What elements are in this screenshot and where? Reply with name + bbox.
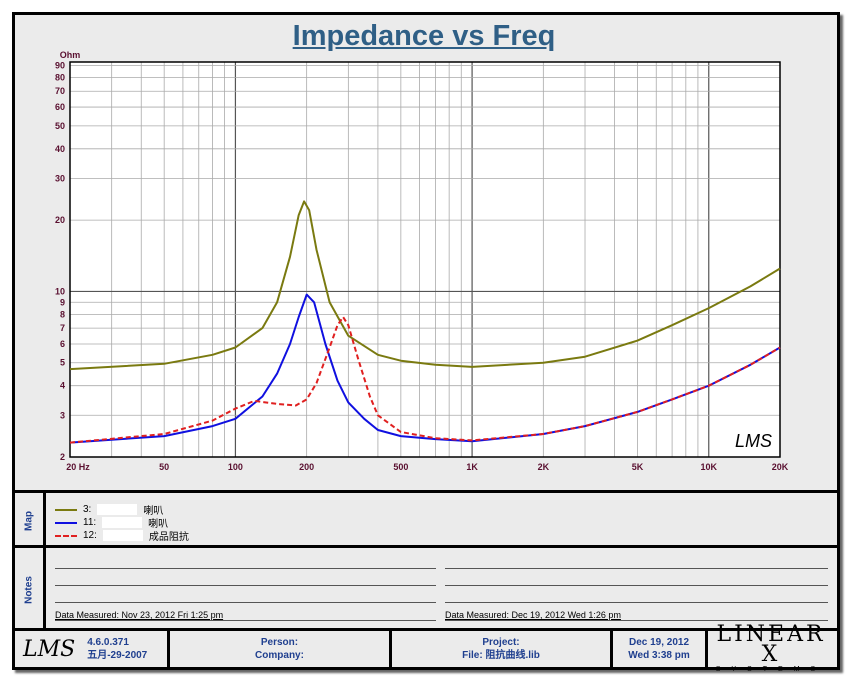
linearx-logo: LINEAR X SYSTEMS: [708, 623, 834, 673]
company: Company:: [255, 650, 304, 661]
y-tick-label: 60: [55, 102, 65, 112]
map-side-label: Map: [15, 493, 46, 548]
lms-logo: LMS: [23, 636, 76, 662]
redacted-block: [102, 517, 143, 528]
footer: LMS 4.6.0.371 五月-29-2007 Person: Company: …: [15, 623, 837, 673]
x-tick-label: 1K: [466, 462, 478, 472]
notes-section: Notes Data Measured: Nov 23, 2012 Fri 1:…: [15, 545, 837, 631]
y-tick-label: 50: [55, 121, 65, 131]
legend-swatch: [55, 534, 77, 537]
legend-label: 11:: [83, 517, 97, 528]
date: Dec 19, 2012: [628, 637, 690, 648]
footer-date-cell: Dec 19, 2012 Wed 3:38 pm: [613, 631, 708, 667]
y-tick-label: 5: [60, 358, 65, 368]
legend-item: 3: 喇叭: [55, 502, 163, 517]
y-axis-label: Ohm: [60, 50, 81, 60]
lms-watermark: LMS: [735, 431, 772, 451]
legend-label: 12:: [83, 530, 97, 541]
redacted-block: [102, 530, 143, 541]
legend-suffix: 成品阻抗: [148, 532, 189, 543]
y-tick-label: 4: [60, 381, 65, 391]
time: Wed 3:38 pm: [628, 650, 690, 661]
plot-border: [69, 61, 781, 458]
plot-area: [70, 62, 780, 457]
person: Person:: [260, 637, 299, 648]
project: Project:: [482, 637, 520, 648]
y-tick-label: 9: [60, 297, 65, 307]
redacted-block: [97, 504, 138, 515]
brand: LINEAR X: [716, 621, 826, 667]
notes-side-label: Notes: [15, 548, 46, 631]
y-tick-label: 7: [60, 323, 65, 333]
footer-person-cell: Person: Company:: [170, 631, 392, 667]
y-tick-label: 8: [60, 309, 65, 319]
version: 4.6.0.371: [87, 637, 129, 648]
map-label: Map: [23, 510, 35, 531]
impedance-chart: 2 3 4 5 6 7 8 910 20 30 40 50 60 70 80 90 20 Hz 50 100 200 5…: [55, 50, 789, 472]
x-tick-label: 100: [228, 462, 243, 472]
y-tick-label: 80: [55, 72, 65, 82]
series-line-0: [69, 200, 781, 371]
y-tick-label: 2: [60, 452, 65, 462]
x-tick-label: 50: [159, 462, 169, 472]
x-tick-label: 20K: [772, 462, 789, 472]
file: File: 阻抗曲线.lib: [462, 650, 540, 661]
legend-item: 11: 喇叭: [55, 515, 168, 530]
y-tick-label: 3: [60, 410, 65, 420]
build-date: 五月-29-2007: [87, 650, 148, 661]
y-tick-label: 20: [55, 215, 65, 225]
map-section: Map 3: 喇叭 11: 喇叭 12: 成品阻抗: [15, 490, 837, 548]
legend-item: 12: 成品阻抗: [55, 528, 189, 543]
legend-swatch: [55, 521, 77, 524]
y-tick-label: 90: [55, 60, 65, 70]
footer-version-cell: LMS 4.6.0.371 五月-29-2007: [15, 631, 170, 667]
x-tick-label: 10K: [700, 462, 717, 472]
x-tick-label: 200: [299, 462, 314, 472]
chart-title: Impedance vs Freq: [292, 20, 556, 52]
y-tick-label: 40: [55, 144, 65, 154]
legend-suffix: 喇叭: [143, 506, 164, 517]
y-tick-label: 70: [55, 86, 65, 96]
series-line-2: [69, 316, 781, 444]
notes-label: Notes: [23, 575, 35, 604]
brand-sub: SYSTEMS: [715, 665, 827, 673]
x-tick-label: 20 Hz: [66, 462, 90, 472]
x-tick-label: 2K: [538, 462, 550, 472]
footer-project-cell: Project: File: 阻抗曲线.lib: [392, 631, 613, 667]
y-tick-label: 10: [55, 286, 65, 296]
legend-swatch: [55, 508, 77, 511]
left-data-measured: Data Measured: Nov 23, 2012 Fri 1:25 pm: [55, 610, 224, 620]
legend-label: 3:: [83, 504, 92, 515]
x-tick-label: 500: [393, 462, 408, 472]
x-tick-label: 5K: [632, 462, 644, 472]
y-tick-label: 30: [55, 173, 65, 183]
right-data-measured: Data Measured: Dec 19, 2012 Wed 1:26 pm: [445, 610, 621, 620]
y-tick-label: 6: [60, 339, 65, 349]
legend-suffix: 喇叭: [148, 519, 169, 530]
